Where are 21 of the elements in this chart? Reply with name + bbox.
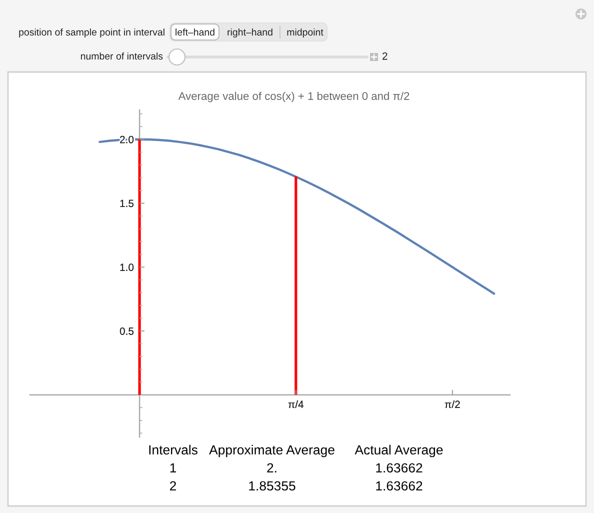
- text: 2: [170, 481, 176, 490]
- text: Approximate Average: [209, 444, 334, 458]
- y-tick-label: 1.0: [120, 264, 134, 271]
- text: 2: [382, 52, 388, 60]
- text: 2.: [267, 463, 276, 472]
- text: 1: [170, 463, 176, 472]
- text: left–hand: [176, 28, 214, 36]
- y-tick-label: 1.5: [120, 200, 134, 208]
- text: position of sample point in interval: [19, 28, 164, 38]
- x-tick-label: π/2: [444, 400, 460, 408]
- chart-title: Average value of cos(x) + 1 between 0 and π/2: [178, 92, 410, 102]
- text: 1.63662: [376, 481, 422, 491]
- y-tick-label: 0.5: [120, 327, 134, 335]
- text: midpoint: [287, 28, 324, 38]
- text: Actual Average: [354, 444, 443, 458]
- text: 1.63662: [376, 463, 422, 473]
- text: 1.85355: [249, 481, 296, 491]
- text: number of intervals: [80, 52, 163, 60]
- text: Intervals: [149, 444, 198, 455]
- text: right–hand: [228, 28, 272, 38]
- x-tick-label: π/4: [288, 400, 304, 408]
